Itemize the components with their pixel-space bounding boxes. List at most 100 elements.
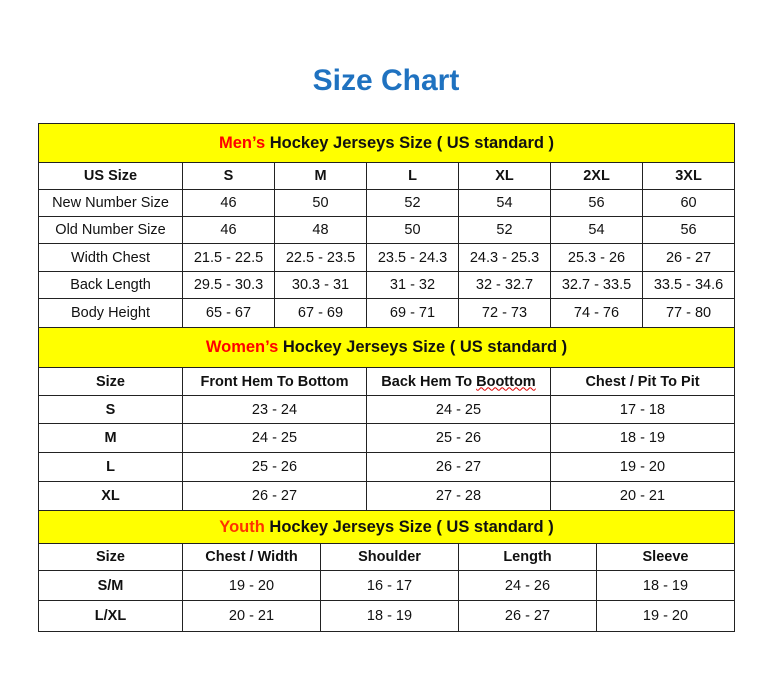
row-label: L/XL <box>38 600 183 632</box>
table-cell: 21.5 - 22.5 <box>182 243 275 272</box>
table-row: L 25 - 26 26 - 27 19 - 20 <box>38 452 736 482</box>
table-cell: 48 <box>274 216 367 244</box>
row-label: Width Chest <box>38 243 183 272</box>
row-label: XL <box>38 481 183 511</box>
table-cell: 56 <box>550 189 643 217</box>
table-cell: 30.3 - 31 <box>274 271 367 299</box>
table-cell: 19 - 20 <box>595 600 736 632</box>
table-cell: 24 - 25 <box>182 423 367 453</box>
table-cell: 23.5 - 24.3 <box>366 243 459 272</box>
womens-accent: Women’s <box>205 338 279 356</box>
table-cell: 26 - 27 <box>641 243 736 272</box>
column-header: Size <box>38 367 183 396</box>
table-row: Body Height 65 - 67 67 - 69 69 - 71 72 - 73 7… <box>38 298 736 328</box>
page-title: Size Chart <box>312 64 460 97</box>
column-header-label: L <box>408 168 417 184</box>
table-row: M 24 - 25 25 - 26 18 - 19 <box>38 423 736 453</box>
column-header: Front Hem To Bottom <box>182 367 367 396</box>
table-cell: 32 - 32.7 <box>458 271 551 299</box>
table-cell: 26 - 27 <box>182 481 367 511</box>
womens-size-table: Women’s Hockey Jerseys Size ( US standar… <box>37 327 736 511</box>
row-label: New Number Size <box>38 189 183 217</box>
table-cell: 24 - 25 <box>366 395 551 424</box>
mens-header-text: Hockey Jerseys Size ( US standard ) <box>265 133 555 152</box>
row-label: Back Length <box>38 271 183 299</box>
youth-column-headers: Size Chest / Width Shoulder Length Sleeve <box>38 543 736 571</box>
table-cell: 31 - 32 <box>366 271 459 299</box>
column-header: Sleeve <box>595 543 736 571</box>
table-cell: 18 - 19 <box>320 600 459 632</box>
mens-column-headers: US Size S M L XL 2XL 3XL <box>38 162 736 190</box>
table-row: Old Number Size 46 48 50 52 54 56 <box>38 216 736 244</box>
womens-header-text: Hockey Jerseys Size ( US standard ) <box>278 338 568 356</box>
column-header: Length <box>458 543 597 571</box>
mens-accent: Men’s <box>219 133 266 152</box>
table-row: S 23 - 24 24 - 25 17 - 18 <box>38 395 736 424</box>
column-header: 2XL <box>550 162 643 190</box>
table-cell: 25 - 26 <box>182 452 367 482</box>
column-header-label: 3XL <box>675 168 702 184</box>
table-cell: 20 - 21 <box>549 481 736 511</box>
table-row: New Number Size 46 50 52 54 56 60 <box>38 189 736 217</box>
column-header-label: US Size <box>83 168 138 184</box>
row-label: S <box>38 395 183 424</box>
table-row: Width Chest 21.5 - 22.5 22.5 - 23.5 23.5 - … <box>38 243 736 272</box>
mens-header: Men’s Hockey Jerseys Size ( US standard … <box>37 123 736 163</box>
column-header-label: Length <box>503 549 552 565</box>
table-cell: 46 <box>182 216 275 244</box>
table-row: L/XL 20 - 21 18 - 19 26 - 27 19 - 20 <box>38 600 736 632</box>
youth-accent: Youth <box>219 517 265 536</box>
youth-header: Youth Hockey Jerseys Size ( US standard … <box>37 510 736 544</box>
column-header: Chest / Width <box>182 543 321 571</box>
column-header-label: 2XL <box>583 168 610 184</box>
youth-size-table: Youth Hockey Jerseys Size ( US standard … <box>37 510 736 632</box>
table-cell: 19 - 20 <box>182 570 321 601</box>
table-cell: 67 - 69 <box>274 298 367 328</box>
table-cell: 22.5 - 23.5 <box>274 243 367 272</box>
row-label: Body Height <box>38 298 183 328</box>
womens-header: Women’s Hockey Jerseys Size ( US standar… <box>37 327 736 368</box>
table-cell: 27 - 28 <box>366 481 551 511</box>
table-row: Back Length 29.5 - 30.3 30.3 - 31 31 - 32 32… <box>38 271 736 299</box>
column-header: Shoulder <box>320 543 459 571</box>
column-header: S <box>182 162 275 190</box>
row-label: M <box>38 423 183 453</box>
table-cell: 50 <box>274 189 367 217</box>
table-cell: 26 - 27 <box>458 600 597 632</box>
table-row: S/M 19 - 20 16 - 17 24 - 26 18 - 19 <box>38 570 736 601</box>
table-cell: 19 - 20 <box>549 452 736 482</box>
row-label: Old Number Size <box>38 216 183 244</box>
youth-header-text: Hockey Jerseys Size ( US standard ) <box>264 517 554 536</box>
mens-size-table: Men’s Hockey Jerseys Size ( US standard … <box>37 123 736 328</box>
table-cell: 25 - 26 <box>366 423 551 453</box>
column-header: 3XL <box>641 162 736 190</box>
table-cell: 24 - 26 <box>458 570 597 601</box>
table-cell: 18 - 19 <box>595 570 736 601</box>
table-cell: 60 <box>641 189 736 217</box>
table-cell: 65 - 67 <box>182 298 275 328</box>
column-header-label: Chest / Width <box>205 549 298 565</box>
table-cell: 72 - 73 <box>458 298 551 328</box>
table-cell: 20 - 21 <box>182 600 321 632</box>
column-header-label: Shoulder <box>358 549 421 565</box>
table-cell: 33.5 - 34.6 <box>641 271 736 299</box>
column-header: L <box>366 162 459 190</box>
column-header: M <box>274 162 367 190</box>
table-cell: 29.5 - 30.3 <box>182 271 275 299</box>
table-cell: 24.3 - 25.3 <box>458 243 551 272</box>
table-cell: 54 <box>550 216 643 244</box>
table-cell: 52 <box>458 216 551 244</box>
column-header-label: M <box>314 168 327 184</box>
table-cell: 23 - 24 <box>182 395 367 424</box>
column-header-label: Chest / Pit To Pit <box>585 373 700 390</box>
table-cell: 52 <box>366 189 459 217</box>
column-header-label: Front Hem To Bottom <box>200 373 349 390</box>
table-cell: 74 - 76 <box>550 298 643 328</box>
table-cell: 25.3 - 26 <box>550 243 643 272</box>
table-row: XL 26 - 27 27 - 28 20 - 21 <box>38 481 736 511</box>
table-cell: 54 <box>458 189 551 217</box>
column-header-label: S <box>223 168 234 184</box>
womens-column-headers: Size Front Hem To Bottom Back Hem To Boott… <box>38 367 736 396</box>
table-cell: 46 <box>182 189 275 217</box>
table-cell: 77 - 80 <box>641 298 736 328</box>
